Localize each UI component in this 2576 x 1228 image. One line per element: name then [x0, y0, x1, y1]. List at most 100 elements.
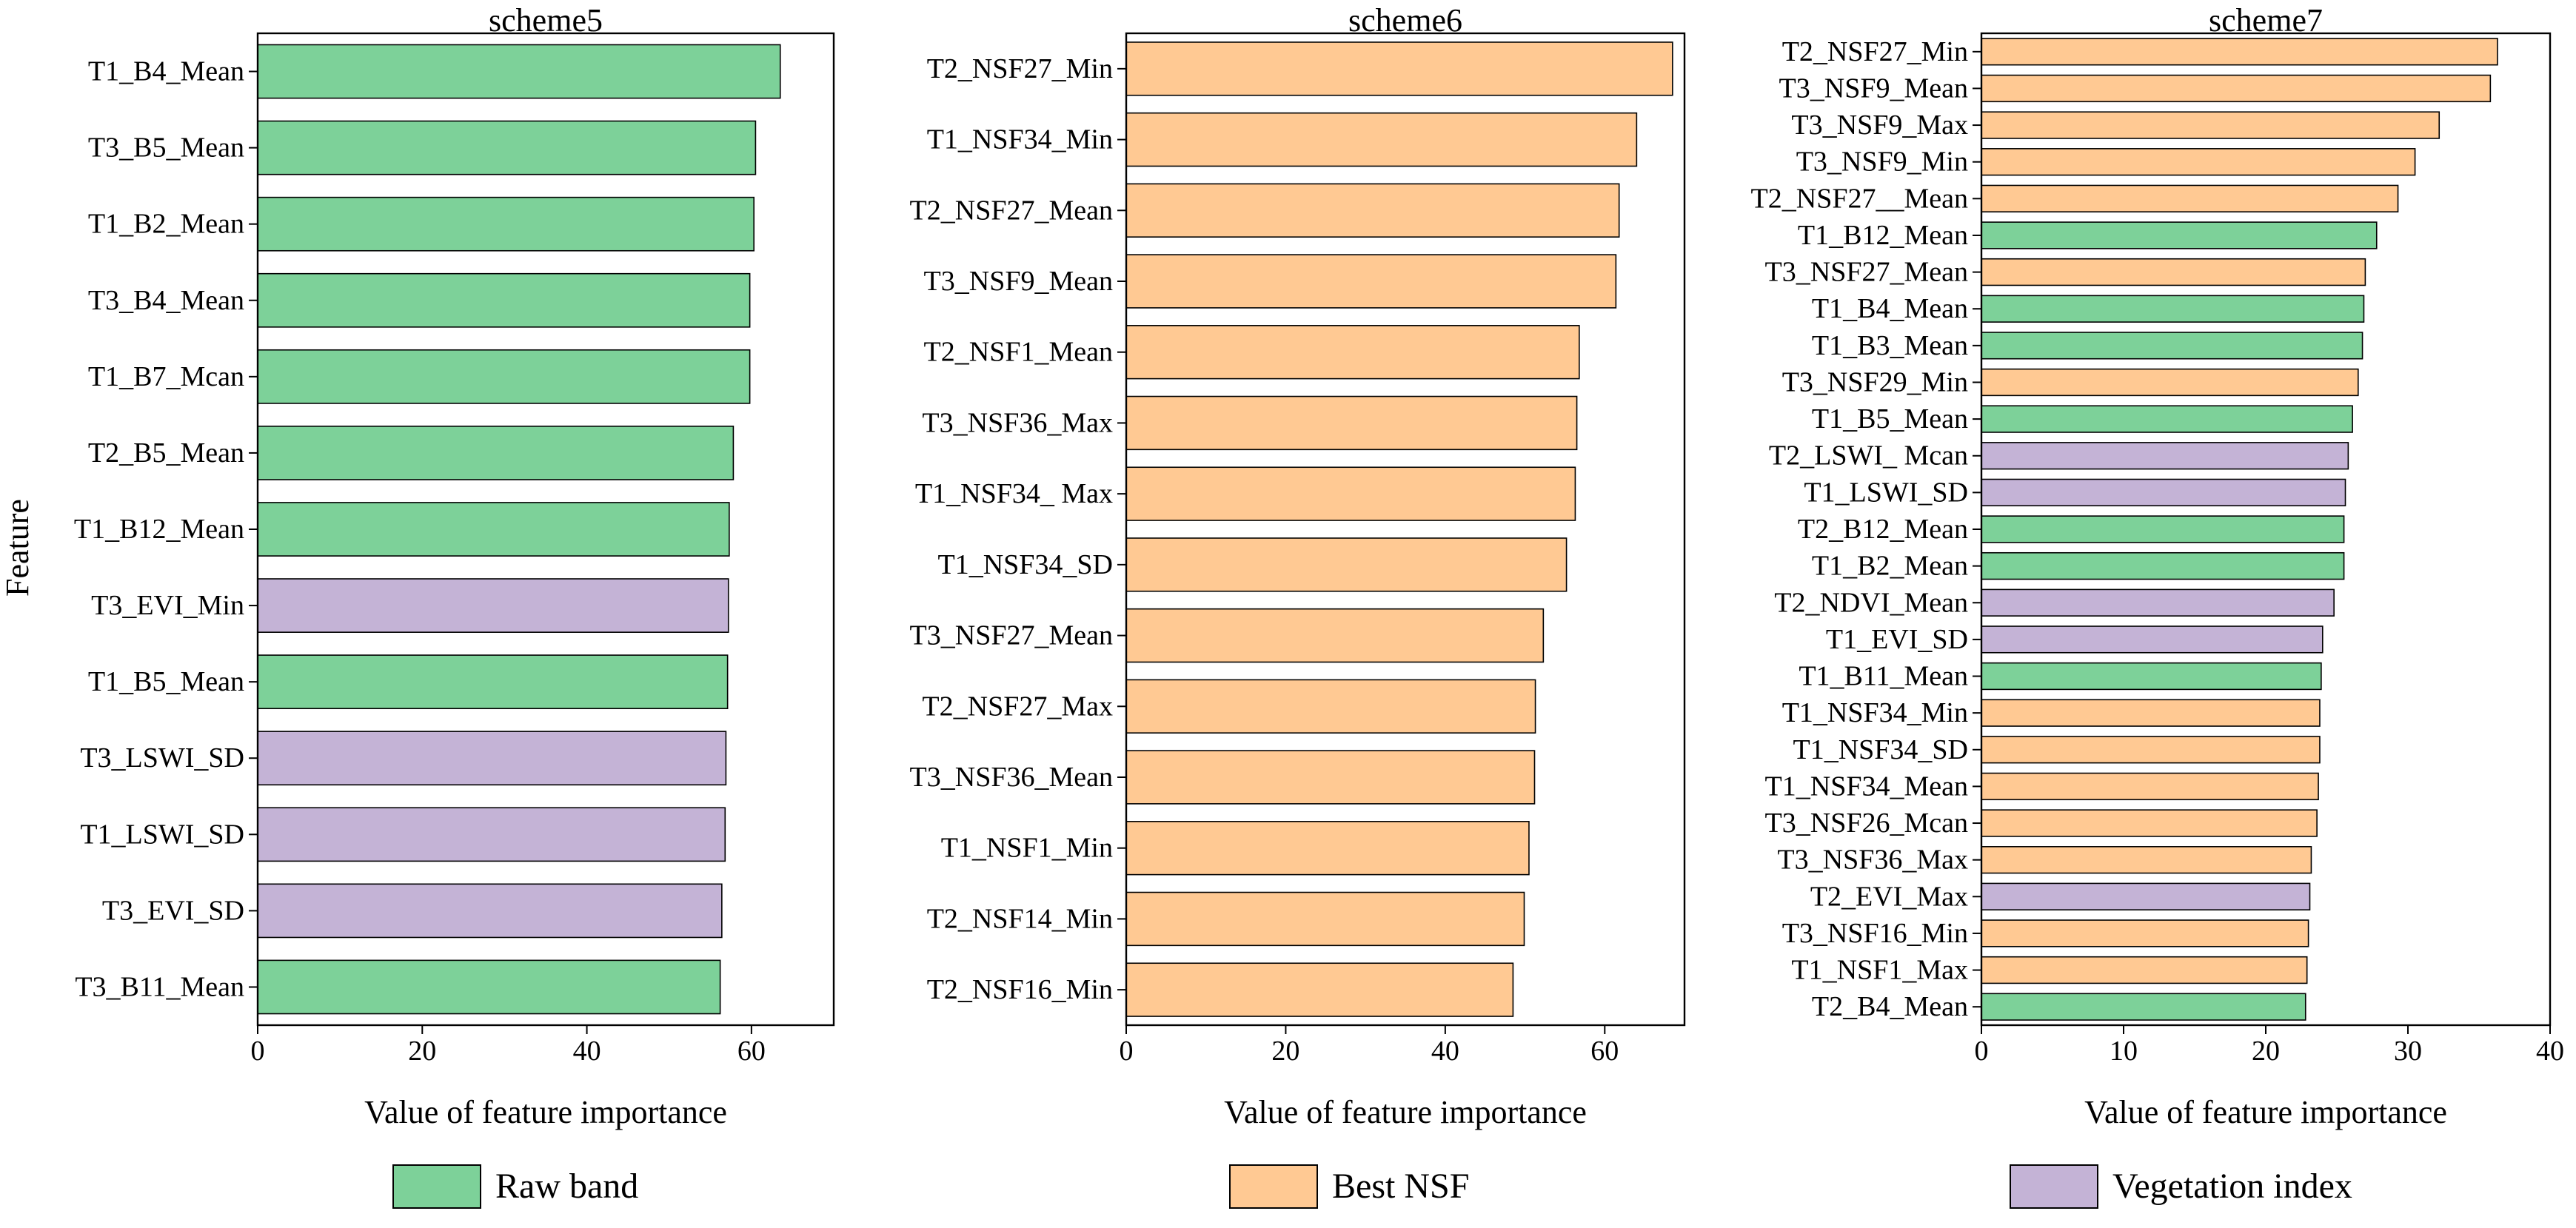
category-label: T1_NSF34_Mean — [1765, 771, 1968, 802]
category-label: T3_B5_Mean — [88, 132, 244, 164]
category-label: T3_NSF16_Min — [1782, 918, 1968, 949]
bar — [257, 502, 730, 557]
bar — [1125, 679, 1536, 734]
category-label: T3_NSF36_Mean — [910, 762, 1113, 793]
scheme5-panel: scheme5T1_B4_MeanT3_B5_MeanT1_B2_MeanT3_… — [74, 2, 835, 1130]
bar — [257, 807, 726, 862]
legend-label: Best NSF — [1332, 1167, 1469, 1206]
bar — [1981, 478, 2346, 507]
scheme7-panel: scheme7T2_NSF27_MinT3_NSF9_MeanT3_NSF9_M… — [1751, 2, 2564, 1130]
bar — [1981, 993, 2306, 1021]
bar — [257, 349, 751, 404]
bar — [1981, 405, 2353, 433]
category-label: T2_NSF27_Max — [922, 691, 1113, 722]
category-label: T1_NSF34_Min — [927, 124, 1113, 155]
category-label: T2_NDVI_Mean — [1774, 587, 1968, 618]
bar — [1981, 882, 2311, 910]
bar — [1981, 442, 2349, 470]
category-label: T3_NSF9_Mean — [924, 266, 1113, 297]
category-label: T2_B4_Mean — [1812, 991, 1968, 1022]
category-label: T1_LSWI_SD — [80, 819, 244, 850]
x-axis-label: Value of feature importance — [1224, 1094, 1587, 1130]
category-label: T1_LSWI_SD — [1804, 477, 1968, 508]
category-label: T3_NSF29_Min — [1782, 366, 1968, 397]
bar — [1125, 608, 1545, 663]
bar — [257, 272, 751, 328]
category-label: T3_EVI_SD — [102, 895, 244, 926]
bar — [257, 120, 757, 175]
category-label: T3_NSF27_Mean — [910, 620, 1113, 651]
bar — [1125, 466, 1576, 521]
category-label: T1_B2_Mean — [88, 209, 244, 240]
bar — [1125, 750, 1536, 805]
category-label: T1_NSF34_ Max — [915, 478, 1113, 509]
category-label: T2_NSF14_Min — [927, 903, 1113, 934]
category-label: T1_NSF34_SD — [1793, 734, 1969, 765]
bar — [1981, 74, 2492, 103]
bar — [1981, 258, 2366, 286]
category-label: T1_B12_Mean — [74, 514, 244, 545]
bar — [1981, 919, 2309, 947]
legend-swatch — [2010, 1164, 2098, 1209]
x-tick-label: 0 — [251, 1036, 265, 1067]
category-label: T2_NSF27__Mean — [1751, 183, 1968, 214]
category-label: T1_NSF1_Min — [941, 833, 1113, 864]
legend: Raw band Best NSF Vegetation index — [392, 1164, 2352, 1209]
category-label: T2_EVI_Max — [1810, 881, 1968, 912]
bar — [1125, 962, 1514, 1017]
category-label: T3_NSF9_Max — [1791, 110, 1968, 141]
category-label: T1_NSF1_Max — [1791, 955, 1968, 986]
legend-swatch — [1229, 1164, 1318, 1209]
category-label: T3_NSF36_Max — [922, 407, 1113, 438]
bar — [1125, 254, 1617, 309]
legend-label: Vegetation index — [2112, 1167, 2352, 1206]
x-tick-label: 40 — [573, 1036, 601, 1067]
x-tick-label: 60 — [737, 1036, 766, 1067]
scheme6-panel: scheme6T2_NSF27_MinT1_NSF34_MinT2_NSF27_… — [910, 2, 1686, 1130]
bar — [1981, 956, 2308, 984]
x-tick-label: 10 — [2110, 1036, 2138, 1067]
bar — [1981, 736, 2321, 764]
x-axis-label: Value of feature importance — [364, 1094, 727, 1130]
x-tick-label: 40 — [1431, 1036, 1459, 1067]
bar — [1125, 325, 1580, 380]
category-label: T1_B12_Mean — [1798, 220, 1968, 251]
bar — [1981, 332, 2363, 360]
category-label: T1_B7_Mcan — [88, 361, 244, 392]
plot-frame — [1125, 32, 1686, 1027]
x-tick-label: 20 — [1271, 1036, 1299, 1067]
bar — [1125, 183, 1620, 238]
bar — [1981, 846, 2312, 874]
bar — [1981, 221, 2378, 249]
bar — [1981, 625, 2324, 654]
category-label: T3_NSF36_Max — [1777, 845, 1968, 876]
bar — [1981, 662, 2322, 691]
x-tick-label: 20 — [2252, 1036, 2280, 1067]
category-label: T3_NSF26_Mcan — [1765, 808, 1968, 839]
bar — [257, 578, 729, 633]
category-label: T1_B5_Mean — [88, 666, 244, 697]
legend-item-raw: Raw band — [392, 1164, 638, 1209]
legend-label: Raw band — [495, 1167, 638, 1206]
category-label: T2_NSF27_Min — [927, 53, 1113, 84]
category-label: T3_EVI_Min — [91, 590, 244, 621]
bar — [1125, 537, 1568, 592]
category-label: T1_B4_Mean — [1812, 293, 1968, 324]
category-label: T2_NSF16_Min — [927, 974, 1113, 1005]
figure-y-axis-label: Feature — [0, 499, 36, 597]
category-label: T3_NSF9_Mean — [1779, 73, 1968, 104]
x-axis-label: Value of feature importance — [2084, 1094, 2447, 1130]
legend-item-nsf: Best NSF — [1229, 1164, 1469, 1209]
category-label: T1_B4_Mean — [88, 56, 244, 87]
bar — [1981, 588, 2335, 617]
bar — [1981, 111, 2440, 139]
category-label: T2_NSF27_Mean — [910, 195, 1113, 226]
x-tick-label: 0 — [1975, 1036, 1989, 1067]
bar — [1981, 38, 2498, 66]
category-label: T1_B2_Mean — [1812, 551, 1968, 582]
bar — [1125, 821, 1530, 876]
category-label: T2_B12_Mean — [1798, 514, 1968, 545]
bar — [1981, 184, 2399, 212]
category-label: T3_B4_Mean — [88, 285, 244, 316]
